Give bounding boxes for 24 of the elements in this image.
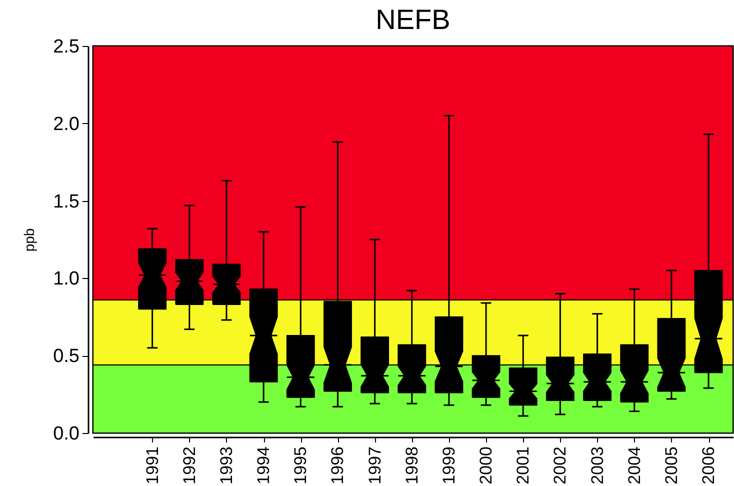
y-tick-label: 0.0	[53, 424, 80, 444]
x-tick-label: 1992	[180, 446, 199, 484]
x-tick-label: 2000	[476, 446, 496, 484]
x-tick-label: 2001	[514, 446, 533, 484]
x-tick-label: 2003	[588, 446, 607, 484]
y-tick-label: 1.5	[53, 191, 80, 212]
y-tick-label: 1.0	[53, 268, 80, 290]
x-tick-label: 1994	[254, 446, 274, 484]
y-axis-title: ppb	[21, 228, 38, 252]
x-tick-label: 2002	[550, 446, 570, 484]
y-tick-label: 2.0	[53, 114, 80, 135]
x-tick-label: 1998	[402, 446, 422, 484]
x-tick-label: 1995	[291, 446, 310, 484]
chart-title: NEFB	[376, 4, 450, 35]
x-tick-label: 1993	[216, 446, 236, 484]
y-tick-label: 2.5	[53, 36, 80, 58]
x-tick-label: 2005	[662, 446, 681, 484]
y-tick-label: 0.5	[53, 346, 80, 368]
x-tick-label: 2006	[699, 446, 718, 484]
x-tick-label: 1999	[439, 446, 458, 484]
x-tick-label: 1996	[328, 446, 348, 484]
x-tick-label: 1997	[365, 446, 384, 484]
x-tick-label: 1991	[142, 446, 162, 484]
x-tick-label: 2004	[624, 446, 644, 484]
